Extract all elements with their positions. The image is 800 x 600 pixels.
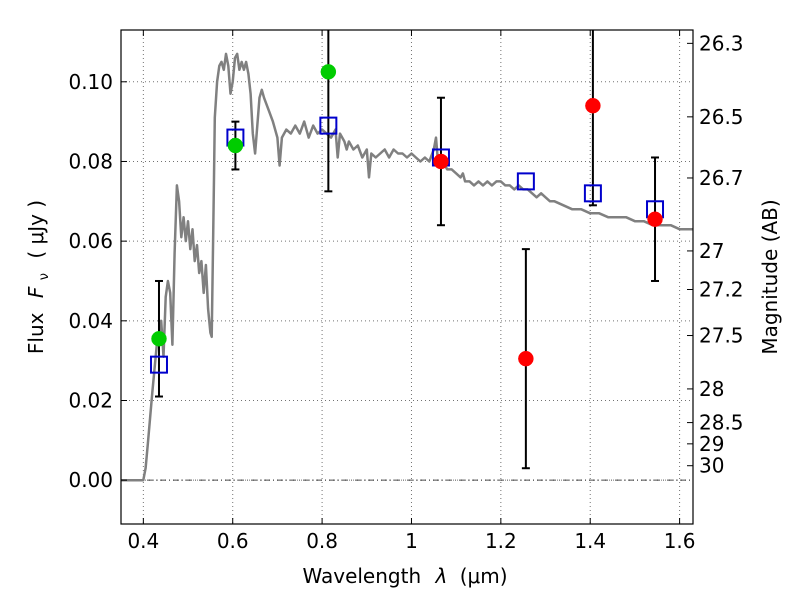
detection-point <box>320 64 337 80</box>
x-tick-label: 1 <box>405 529 418 553</box>
upper-limit-point <box>433 153 449 170</box>
x-tick-label: 1.4 <box>574 529 606 553</box>
x-tick-label: 1.6 <box>664 529 696 553</box>
y-axis-label-prefix: Flux <box>24 312 48 354</box>
magnitude-tick-label: 28 <box>699 377 724 401</box>
magnitude-axis-label: Magnitude (AB) <box>758 199 782 354</box>
magnitude-tick-label: 30 <box>699 454 724 478</box>
y-tick-label: 0.02 <box>68 389 113 413</box>
magnitude-tick-label: 26.7 <box>699 166 744 190</box>
x-tick-label: 0.8 <box>306 529 338 553</box>
model-photometry-square <box>516 172 535 191</box>
template-sed <box>121 52 693 482</box>
magnitude-tick-label: 27 <box>699 239 724 263</box>
y-axis-label-unit: ( μJy ) <box>24 200 48 259</box>
x-tick-label: 0.4 <box>127 529 159 553</box>
upper-limit-point <box>647 211 663 227</box>
detection-point <box>227 137 244 154</box>
detection-point <box>151 331 167 347</box>
y-tick-label: 0.06 <box>68 229 113 253</box>
model-photometry-square <box>149 355 168 374</box>
x-axis-label: Wavelength λ (μm) <box>302 564 507 588</box>
y-tick-label: 0.04 <box>68 309 113 333</box>
axis-ticks: 0.4 0.6 0.8 1 1.2 1.4 1.6 0.00 0.02 0.04 0.06 0.08 0… <box>68 30 744 553</box>
plot-frame <box>120 29 694 525</box>
photometry-marks <box>149 30 665 470</box>
y-tick-label: 0.10 <box>68 70 113 94</box>
y-axis-label: Flux F ν ( μJy ) <box>24 200 53 354</box>
y-axis-label-symbol: F <box>24 286 48 298</box>
y-tick-label: 0.00 <box>68 468 113 492</box>
magnitude-tick-label: 29 <box>699 432 724 456</box>
x-axis-label-unit: (μm) <box>460 564 508 588</box>
magnitude-tick-label: 27.5 <box>699 324 744 348</box>
grid-lines <box>121 30 693 524</box>
y-tick-label: 0.08 <box>68 149 113 173</box>
model-photometry-square <box>583 184 602 203</box>
x-tick-label: 1.2 <box>485 529 517 553</box>
upper-limit-point <box>518 350 534 367</box>
model-photometry-square <box>319 116 338 135</box>
magnitude-tick-label: 27.2 <box>699 277 744 301</box>
magnitude-tick-label: 26.5 <box>699 105 744 129</box>
x-axis-label-symbol: λ <box>435 564 448 588</box>
magnitude-tick-label: 26.3 <box>699 31 744 55</box>
magnitude-tick-label: 28.5 <box>699 411 744 435</box>
x-tick-label: 0.6 <box>217 529 249 553</box>
x-axis-label-prefix: Wavelength <box>302 564 421 588</box>
upper-limit-point <box>585 97 601 114</box>
sed-line <box>121 52 693 482</box>
y-axis-label-subscript: ν <box>37 273 52 280</box>
